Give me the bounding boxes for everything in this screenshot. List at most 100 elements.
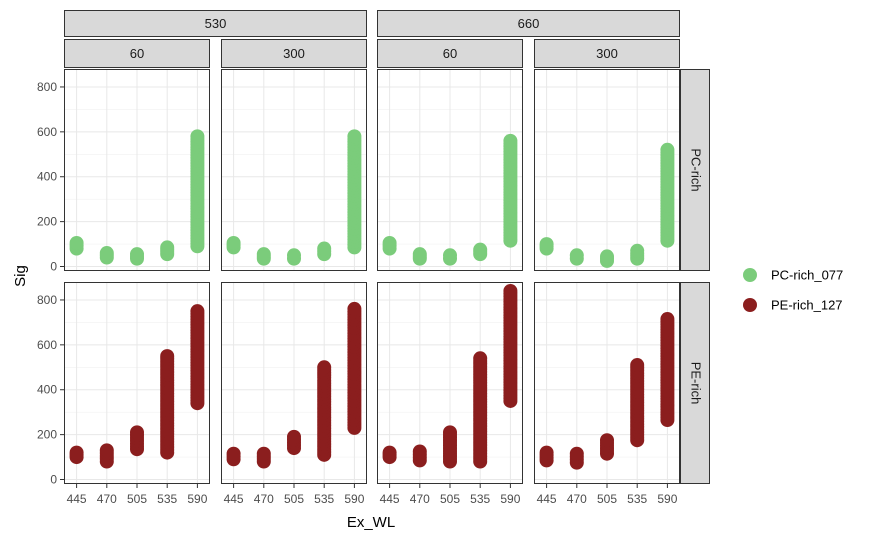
column-strip-sub	[534, 39, 680, 68]
column-strip-sub-label: 60	[443, 46, 457, 61]
panel-frame	[534, 69, 680, 271]
column-strip-top-label: 660	[518, 16, 540, 31]
data-point	[226, 446, 241, 461]
x-tick-label: 505	[127, 492, 147, 506]
data-point	[660, 142, 675, 157]
data-point	[569, 446, 584, 461]
x-tick-label: 445	[380, 492, 400, 506]
x-tick-label: 505	[284, 492, 304, 506]
column-strip-top	[377, 10, 680, 37]
panel-frame	[377, 282, 523, 484]
data-point	[600, 249, 614, 264]
column-strip-sub-label: 300	[283, 46, 305, 61]
legend-key	[743, 298, 757, 312]
data-point	[287, 429, 301, 444]
data-point	[317, 241, 332, 256]
data-point	[69, 445, 84, 460]
y-tick-label: 400	[37, 383, 57, 397]
x-tick-label: 535	[157, 492, 177, 506]
x-tick-label: 590	[657, 492, 677, 506]
panel-frame	[221, 282, 367, 484]
x-axis-title: Ex_WL	[347, 514, 395, 531]
x-tick-label: 535	[627, 492, 647, 506]
data-point	[443, 425, 457, 440]
column-strip-top	[64, 10, 367, 37]
data-point	[412, 247, 427, 262]
data-point	[256, 446, 271, 461]
data-point	[130, 425, 144, 440]
legend-label: PC-rich_077	[771, 268, 843, 283]
strip-layer: 530 660 60 300 60 300 PC-rich PE-rich	[64, 10, 710, 484]
x-tick-label: 470	[254, 492, 274, 506]
x-tick-label: 445	[224, 492, 244, 506]
column-strip-sub	[64, 39, 210, 68]
y-tick-label: 0	[50, 473, 57, 487]
data-point	[503, 133, 518, 148]
data-point	[226, 235, 241, 250]
x-tick-label: 470	[97, 492, 117, 506]
data-point	[317, 360, 332, 375]
y-axis-title: Sig	[12, 265, 29, 287]
data-point	[69, 235, 84, 250]
data-point	[99, 443, 114, 458]
x-tick-label: 535	[470, 492, 490, 506]
x-tick-label: 590	[344, 492, 364, 506]
x-tick-label: 470	[410, 492, 430, 506]
column-strip-sub	[221, 39, 367, 68]
data-point	[660, 312, 675, 327]
y-tick-label: 600	[37, 338, 57, 352]
legend-label: PE-rich_127	[771, 298, 843, 313]
data-point	[347, 301, 362, 316]
y-tick-label: 800	[37, 293, 57, 307]
x-tick-label: 535	[314, 492, 334, 506]
x-tick-label: 470	[567, 492, 587, 506]
column-strip-top-label: 530	[205, 16, 227, 31]
y-tick-label: 600	[37, 125, 57, 139]
axis-layer: 0 200 400 600 800 0 200 400 600 800 445 470 505 535 59…	[37, 80, 678, 506]
legend: PC-rich_077 PE-rich_127	[743, 268, 843, 313]
grid-layer	[64, 69, 680, 484]
point-layer	[69, 129, 675, 470]
data-point	[190, 304, 205, 319]
x-tick-label: 590	[500, 492, 520, 506]
data-point	[539, 445, 554, 460]
y-tick-label: 400	[37, 170, 57, 184]
data-point	[443, 248, 457, 263]
data-point	[412, 444, 427, 459]
y-tick-label: 800	[37, 80, 57, 94]
data-point	[99, 246, 114, 261]
data-point	[160, 240, 175, 255]
panel-frame	[64, 69, 210, 271]
panel-frame	[221, 69, 367, 271]
data-point	[569, 248, 584, 263]
y-tick-label: 200	[37, 215, 57, 229]
row-strip-label: PC-rich	[689, 148, 704, 191]
data-point	[503, 283, 518, 298]
data-point	[347, 129, 362, 144]
data-point	[473, 351, 488, 366]
x-tick-label: 505	[597, 492, 617, 506]
panel-frame	[377, 69, 523, 271]
row-strip	[680, 282, 710, 484]
legend-key	[743, 268, 757, 282]
panel-frame	[534, 282, 680, 484]
data-point	[630, 358, 645, 373]
data-point	[382, 445, 397, 460]
frame-layer	[64, 69, 680, 484]
column-strip-sub-label: 300	[596, 46, 618, 61]
row-strip	[680, 69, 710, 271]
column-strip-sub	[377, 39, 523, 68]
y-tick-label: 200	[37, 428, 57, 442]
x-tick-label: 505	[440, 492, 460, 506]
data-point	[130, 247, 144, 262]
panel-frame	[64, 282, 210, 484]
data-point	[190, 129, 205, 144]
data-point	[160, 349, 175, 364]
data-point	[473, 242, 488, 257]
y-tick-label: 0	[50, 260, 57, 274]
data-point	[382, 235, 397, 250]
row-strip-label: PE-rich	[689, 362, 704, 405]
column-strip-sub-label: 60	[130, 46, 144, 61]
x-tick-label: 445	[537, 492, 557, 506]
